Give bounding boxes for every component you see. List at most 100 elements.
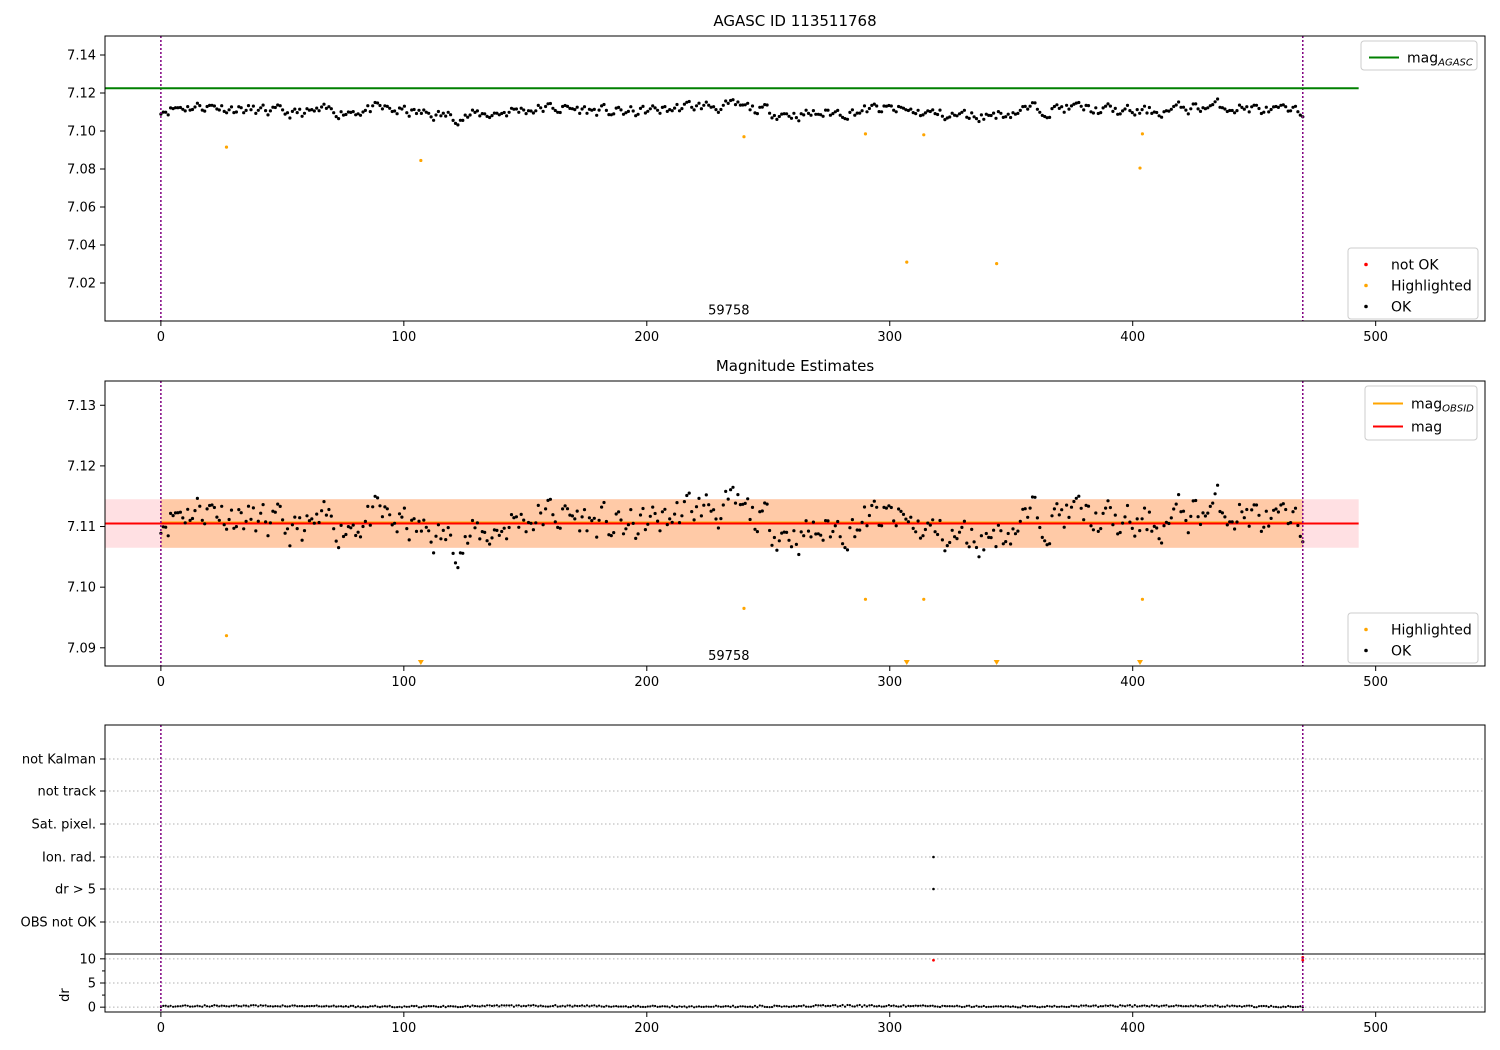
- dr-point: [773, 1004, 776, 1007]
- x-tick-label: 200: [634, 330, 659, 345]
- ok-point: [877, 110, 881, 114]
- dr-point: [980, 1005, 983, 1008]
- dr-point: [924, 1004, 927, 1008]
- ok-point: [726, 497, 730, 501]
- ok-point: [198, 104, 202, 108]
- ok-point: [371, 505, 375, 509]
- ok-point: [492, 111, 496, 115]
- ok-point: [1174, 103, 1178, 107]
- dr-point: [257, 1005, 260, 1008]
- ok-point: [1011, 111, 1015, 115]
- ok-point: [1281, 502, 1285, 506]
- ok-point: [1150, 529, 1154, 533]
- ok-point: [887, 504, 891, 508]
- ok-point: [651, 505, 655, 509]
- x-tick-label: 300: [877, 1021, 902, 1036]
- ok-point: [974, 545, 979, 550]
- ok-point: [1040, 113, 1044, 117]
- ok-point: [906, 520, 911, 524]
- flag-point: [932, 887, 935, 891]
- ok-point: [1069, 104, 1074, 108]
- dr-point: [529, 1004, 533, 1007]
- ok-point: [1104, 104, 1108, 108]
- magnitude-bottom-legend-marker: [1364, 648, 1368, 653]
- ok-point: [339, 523, 343, 528]
- dr-point: [430, 1005, 433, 1008]
- ok-point: [794, 542, 799, 547]
- ok-point: [1030, 495, 1035, 499]
- dr-point: [873, 1005, 876, 1008]
- ok-point: [634, 536, 638, 541]
- ok-point: [578, 529, 582, 533]
- ok-point: [1164, 520, 1168, 524]
- ok-point: [173, 511, 178, 515]
- ok-point: [1074, 496, 1078, 500]
- dr-point: [366, 1006, 369, 1009]
- ok-point: [402, 506, 406, 510]
- ok-point: [936, 532, 940, 537]
- ok-point: [461, 551, 465, 555]
- highlighted-point: [742, 135, 746, 139]
- dr-point: [201, 1005, 204, 1008]
- ok-point: [828, 113, 833, 117]
- ok-point: [551, 106, 555, 110]
- ok-point: [1043, 539, 1047, 543]
- ok-point: [295, 527, 299, 531]
- dr-point: [824, 1005, 827, 1008]
- ok-point: [1269, 516, 1273, 521]
- dr-point: [400, 1006, 403, 1009]
- dr-point: [917, 1004, 920, 1008]
- ok-point: [921, 534, 925, 538]
- dr-point: [1072, 1005, 1075, 1008]
- dr-point: [208, 1005, 211, 1008]
- ok-point: [1096, 529, 1100, 534]
- ok-point: [826, 519, 830, 523]
- ok-point: [914, 530, 918, 534]
- dr-point: [724, 1005, 727, 1008]
- ok-point: [1106, 102, 1110, 106]
- ok-point: [380, 107, 384, 111]
- dr-point: [266, 1005, 270, 1008]
- ok-point: [617, 105, 621, 109]
- ok-point: [300, 538, 304, 542]
- ok-point: [777, 539, 781, 543]
- ok-point: [880, 524, 884, 528]
- dr-point: [612, 1005, 615, 1008]
- ok-point: [1186, 531, 1190, 535]
- ok-point: [451, 551, 455, 556]
- ok-point: [427, 111, 431, 115]
- dr-point: [644, 1005, 647, 1009]
- magnitude-panel-frame: [104, 380, 1486, 667]
- ok-point: [721, 503, 725, 507]
- dr-point: [481, 1004, 484, 1007]
- ok-point: [492, 528, 496, 532]
- ok-point: [1284, 507, 1288, 512]
- ok-point: [1252, 503, 1256, 507]
- ok-point: [607, 113, 611, 117]
- ok-point: [1082, 518, 1086, 522]
- ok-point: [690, 510, 694, 514]
- ok-point: [636, 532, 640, 536]
- ok-point: [1172, 507, 1176, 511]
- ok-point: [987, 113, 991, 117]
- ok-point: [845, 117, 850, 121]
- ok-point: [203, 109, 207, 113]
- dr-point: [848, 1004, 852, 1007]
- ok-point: [765, 502, 769, 506]
- highlighted-point: [224, 634, 229, 638]
- dr-point: [1255, 1006, 1258, 1009]
- ok-point: [561, 507, 565, 511]
- ok-point: [414, 529, 419, 534]
- ok-point: [315, 512, 319, 516]
- ok-point: [638, 106, 643, 110]
- ok-point: [186, 105, 190, 109]
- ok-point: [768, 111, 772, 115]
- ok-point: [1174, 502, 1178, 506]
- ok-point: [1018, 108, 1022, 112]
- ok-point: [293, 107, 297, 111]
- dr-point: [595, 1005, 598, 1008]
- ok-point: [850, 518, 855, 522]
- ok-point: [787, 114, 791, 118]
- ok-point: [1172, 104, 1176, 109]
- dr-point: [490, 1004, 494, 1008]
